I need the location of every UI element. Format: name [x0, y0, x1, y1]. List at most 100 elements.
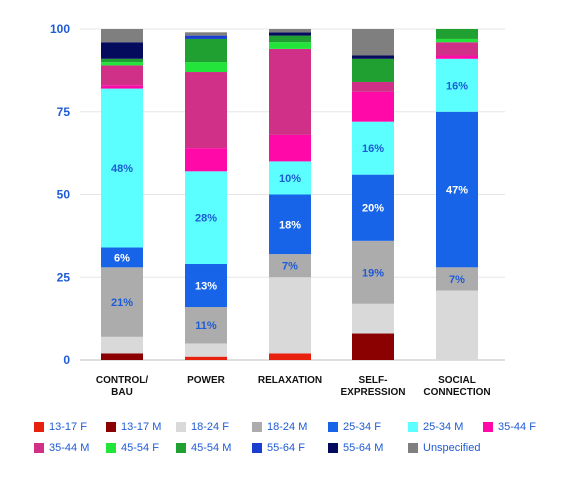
bar-segment — [436, 42, 478, 56]
bar-segment — [269, 48, 311, 135]
data-label: 21% — [111, 297, 133, 309]
bar-segment — [101, 267, 143, 337]
bar-segment — [352, 29, 394, 56]
legend-item: 45-54 F — [106, 442, 159, 454]
bar-segment — [185, 307, 227, 344]
bar-segment — [269, 32, 311, 36]
y-tick-label: 0 — [63, 353, 70, 367]
x-tick-label: CONTROL/BAU — [96, 375, 148, 398]
data-label: 7% — [282, 261, 298, 273]
legend-label: 45-54 M — [191, 442, 232, 454]
bar-segment — [436, 55, 478, 59]
bar-segment — [185, 148, 227, 172]
bar-segment — [269, 353, 311, 360]
legend-label: Unspecified — [423, 442, 481, 454]
bar-segment — [269, 35, 311, 43]
bar-segment — [185, 32, 227, 36]
y-tick-label: 50 — [57, 188, 71, 202]
bar-segment — [185, 356, 227, 360]
bar-segment — [436, 58, 478, 112]
data-label: 18% — [279, 219, 301, 231]
bar-segment — [185, 72, 227, 149]
legend-item: 35-44 F — [483, 421, 536, 433]
legend-label: 55-64 M — [343, 442, 384, 454]
bar-segment — [269, 134, 311, 162]
bar-segment — [352, 121, 394, 175]
bar-segment — [101, 247, 143, 268]
data-label: 28% — [195, 213, 217, 225]
bar-segment — [269, 29, 311, 33]
legend-swatch — [483, 422, 493, 432]
legend-item: 35-44 M — [34, 442, 89, 454]
legend-item: 18-24 F — [176, 421, 229, 433]
bar-segment — [352, 55, 394, 59]
legend-item: 45-54 M — [176, 442, 231, 454]
x-tick-label: SELF-EXPRESSION — [340, 375, 405, 398]
bar-segment — [101, 353, 143, 360]
legend-label: 55-64 F — [267, 442, 305, 454]
bar-segment — [352, 303, 394, 334]
data-label: 6% — [114, 252, 130, 264]
legend-item: 18-24 M — [252, 421, 307, 433]
legend-item: 55-64 M — [328, 442, 383, 454]
bar-segment — [101, 58, 143, 63]
bar-segment — [101, 29, 143, 43]
data-label: 16% — [362, 143, 384, 155]
data-label: 48% — [111, 163, 133, 175]
bar-segment — [352, 174, 394, 241]
bar-segment — [269, 277, 311, 354]
legend-label: 13-17 M — [121, 421, 162, 433]
bar-segment — [185, 171, 227, 265]
bar-segment — [185, 62, 227, 73]
legend-label: 25-34 M — [423, 421, 464, 433]
bar-segment — [185, 38, 227, 63]
bar-segment — [101, 62, 143, 66]
bar-segment — [436, 290, 478, 360]
legend-swatch — [252, 443, 262, 453]
x-tick-label: SOCIAL CONNECTION — [423, 375, 490, 398]
bar-segment — [436, 38, 478, 43]
legend-label: 18-24 M — [267, 421, 308, 433]
legend-swatch — [106, 422, 116, 432]
bar-segment — [101, 336, 143, 354]
legend-label: 13-17 F — [49, 421, 87, 433]
bar-segment — [352, 58, 394, 82]
data-label: 16% — [446, 80, 468, 92]
legend-item: 25-34 M — [408, 421, 463, 433]
bar-segment — [269, 42, 311, 49]
data-label: 19% — [362, 267, 384, 279]
bar-segment — [436, 267, 478, 291]
legend-item: 25-34 F — [328, 421, 381, 433]
bar-segment — [436, 111, 478, 268]
legend-swatch — [328, 443, 338, 453]
bar-segment — [185, 35, 227, 39]
data-label: 11% — [195, 320, 217, 332]
bar-segment — [436, 29, 478, 39]
legend-swatch — [176, 422, 186, 432]
legend-swatch — [252, 422, 262, 432]
bar-segment — [101, 85, 143, 89]
legend-label: 18-24 F — [191, 421, 229, 433]
bar-segment — [269, 194, 311, 255]
data-label: 13% — [195, 281, 217, 293]
bar-segment — [352, 91, 394, 122]
legend-swatch — [408, 422, 418, 432]
data-label: 47% — [446, 185, 468, 197]
x-tick-label: POWER — [187, 375, 226, 386]
legend-item: 55-64 F — [252, 442, 305, 454]
legend-label: 45-54 F — [121, 442, 159, 454]
y-tick-label: 25 — [57, 270, 71, 284]
legend-item: 13-17 F — [34, 421, 87, 433]
bar-segment — [352, 333, 394, 360]
data-label: 10% — [279, 173, 301, 185]
bar-segment — [101, 42, 143, 59]
legend-label: 35-44 M — [49, 442, 90, 454]
y-tick-label: 75 — [57, 105, 71, 119]
y-tick-label: 100 — [50, 22, 70, 36]
bar-segment — [352, 81, 394, 92]
data-label: 7% — [449, 274, 465, 286]
legend-swatch — [34, 422, 44, 432]
data-label: 20% — [362, 203, 384, 215]
bar-segment — [101, 65, 143, 86]
